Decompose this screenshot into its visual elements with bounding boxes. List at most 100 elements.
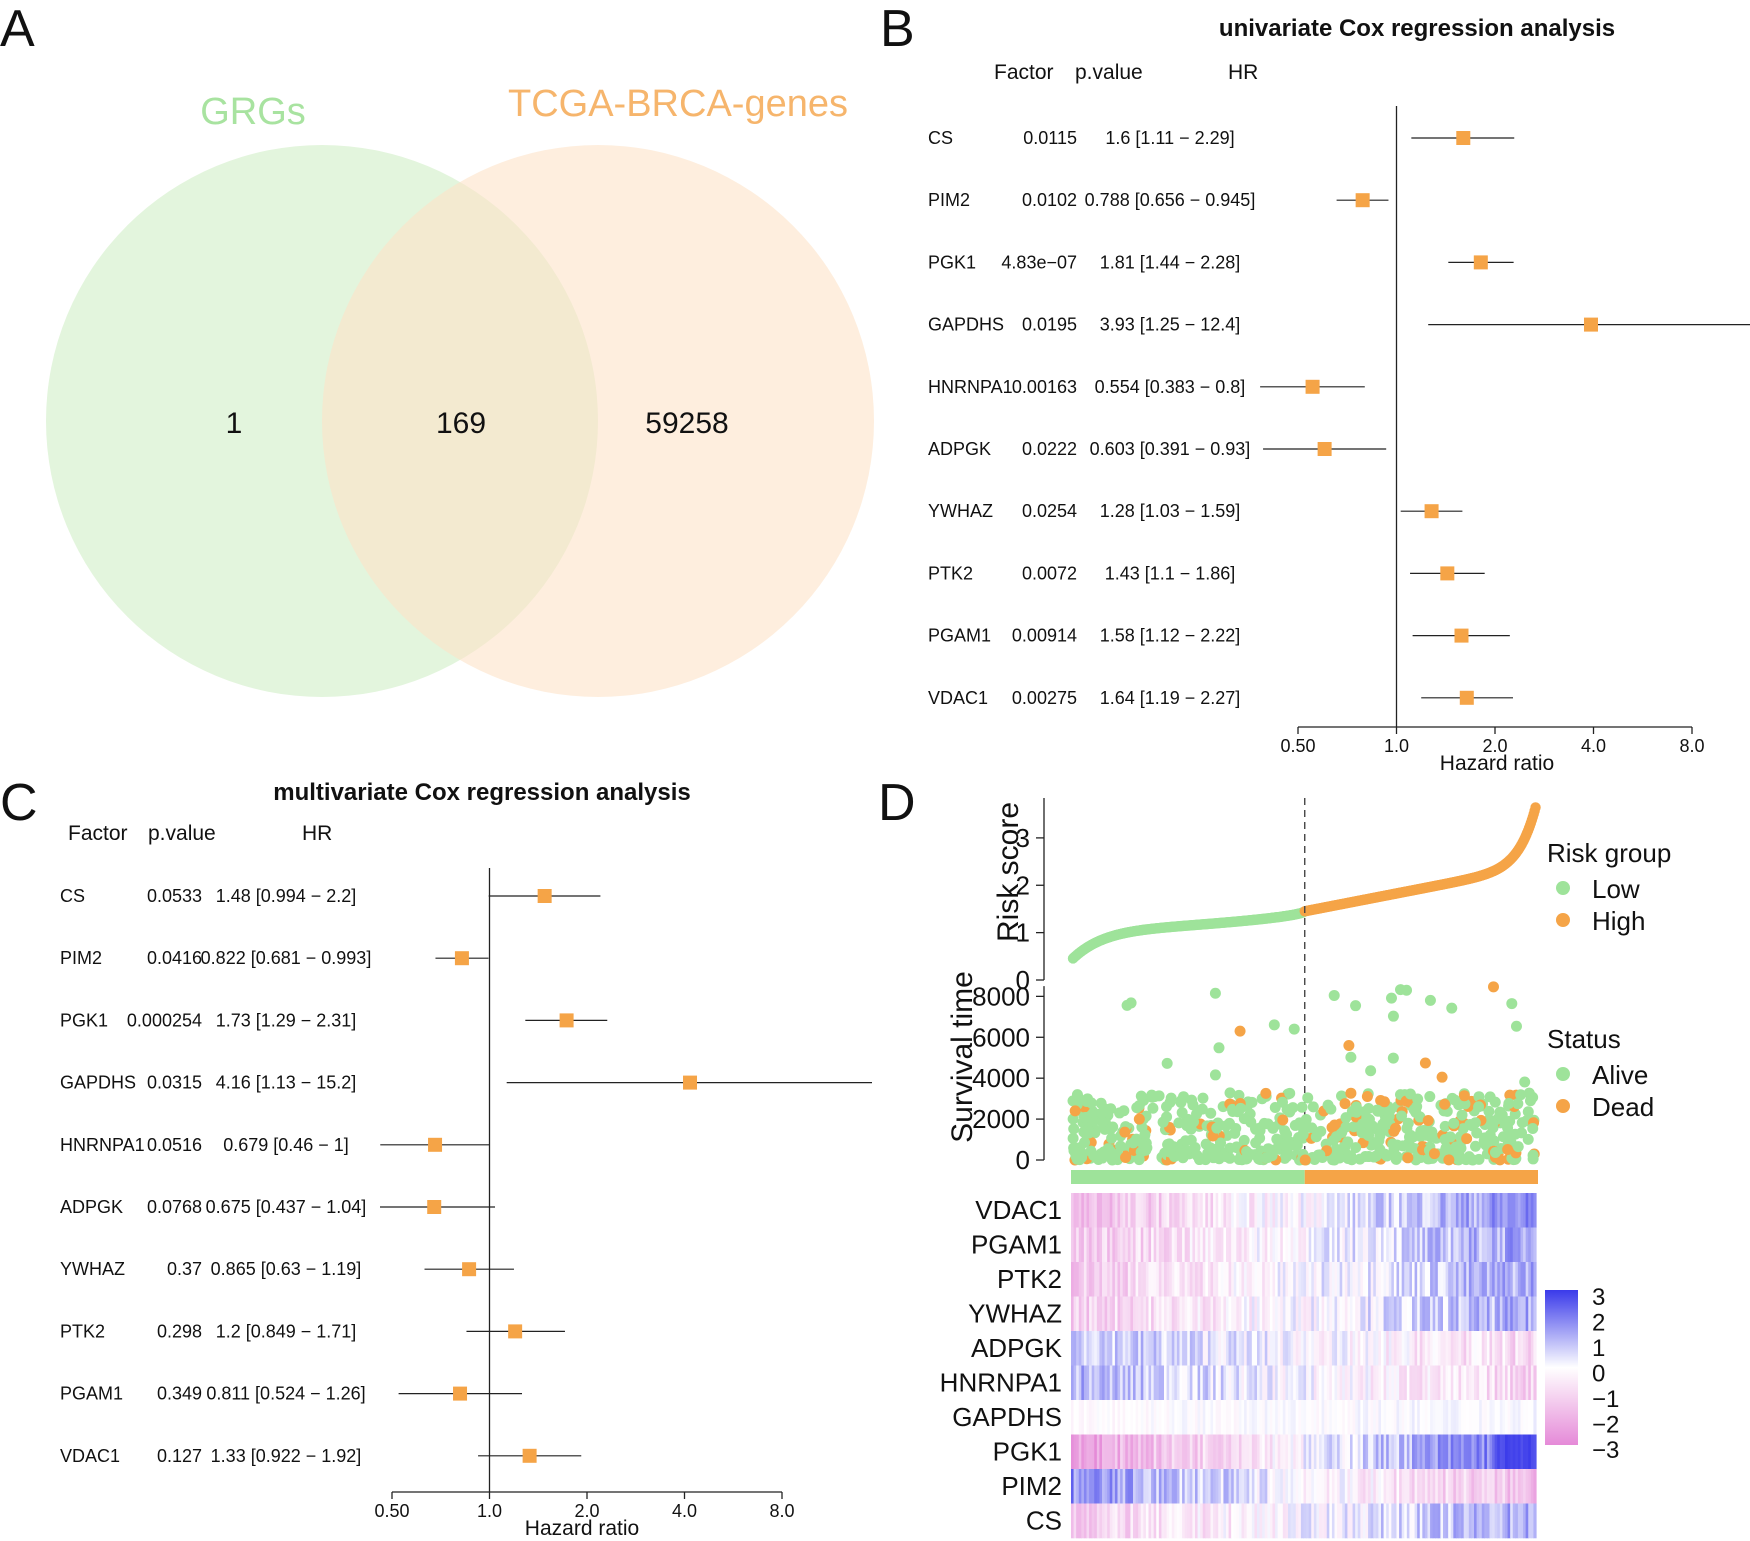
survival-point — [1068, 1123, 1080, 1135]
heatmap-cell — [1510, 1469, 1514, 1504]
group-bar-low — [1071, 1170, 1305, 1184]
forest-multi-header-pvalue: p.value — [148, 822, 216, 845]
heatmap-cell — [1195, 1400, 1199, 1435]
heatmap-cell — [1344, 1296, 1349, 1332]
heatmap-cell — [1117, 1434, 1121, 1470]
heatmap-cell — [1127, 1331, 1132, 1366]
heatmap-cell — [1404, 1193, 1408, 1228]
survival-point — [1356, 1127, 1368, 1139]
heatmap-cell — [1370, 1503, 1374, 1539]
heatmap-cell — [1352, 1434, 1356, 1470]
heatmap-cell — [1414, 1227, 1418, 1263]
heatmap-cell — [1226, 1400, 1230, 1435]
heatmap-cell — [1458, 1227, 1462, 1263]
heatmap-cell — [1169, 1469, 1173, 1504]
heatmap-cell — [1334, 1365, 1338, 1401]
heatmap-cell — [1179, 1227, 1183, 1263]
heatmap-cell — [1533, 1193, 1537, 1228]
heatmap-cell — [1396, 1193, 1400, 1228]
survival-point — [1424, 994, 1436, 1006]
heatmap-cell — [1368, 1469, 1372, 1504]
heatmap-cell — [1238, 1434, 1243, 1470]
heatmap-cell — [1525, 1469, 1529, 1504]
heatmap-cell — [1295, 1400, 1299, 1435]
heatmap-cell — [1370, 1365, 1374, 1401]
heatmap-cell — [1484, 1400, 1488, 1435]
heatmap-cell — [1189, 1227, 1194, 1263]
survival-y-tick-label: 4000 — [972, 1063, 1030, 1093]
heatmap-cell — [1331, 1227, 1336, 1263]
heatmap-cell — [1166, 1227, 1170, 1263]
survival-point — [1161, 1057, 1173, 1069]
heatmap-cell — [1533, 1262, 1537, 1297]
heatmap-cell — [1378, 1469, 1382, 1504]
heatmap-cell — [1453, 1400, 1457, 1435]
heatmap-cell — [1114, 1193, 1119, 1228]
heatmap-cell — [1355, 1400, 1359, 1435]
forest-point-vdac1 — [1459, 690, 1474, 705]
group-bar-high — [1304, 1170, 1538, 1184]
heatmap-cell — [1486, 1296, 1491, 1332]
survival-y-tick-label: 6000 — [972, 1022, 1030, 1052]
heatmap-cell — [1479, 1503, 1483, 1539]
survival-point — [1253, 1153, 1265, 1165]
survival-point — [1191, 1149, 1203, 1161]
survival-point — [1484, 1091, 1496, 1103]
heatmap-cell — [1481, 1365, 1485, 1401]
heatmap-cell — [1311, 1227, 1315, 1263]
heatmap-cell — [1143, 1331, 1147, 1366]
survival-point — [1162, 1138, 1174, 1150]
heatmap-cell — [1226, 1469, 1230, 1504]
heatmap-cell — [1313, 1400, 1318, 1435]
heatmap-cell — [1290, 1503, 1294, 1539]
heatmap-cell — [1164, 1331, 1168, 1366]
heatmap-cell — [1339, 1262, 1343, 1297]
heatmap-cell — [1443, 1262, 1447, 1297]
heatmap-cell — [1342, 1434, 1346, 1470]
survival-point — [1146, 1089, 1158, 1101]
heatmap-cell — [1174, 1331, 1178, 1366]
heatmap-cell — [1458, 1503, 1462, 1539]
heatmap-cell — [1334, 1262, 1338, 1297]
heatmap-cell — [1368, 1503, 1372, 1539]
heatmap-cell — [1091, 1365, 1095, 1401]
heatmap-cell — [1497, 1365, 1501, 1401]
heatmap-cell — [1494, 1400, 1498, 1435]
heatmap-cell — [1352, 1400, 1356, 1435]
heatmap-cell — [1393, 1227, 1398, 1263]
heatmap-cell — [1083, 1400, 1088, 1435]
heatmap-cell — [1329, 1503, 1333, 1539]
heatmap-cell — [1484, 1365, 1488, 1401]
heatmap-cell — [1479, 1434, 1483, 1470]
heatmap-cell — [1321, 1434, 1325, 1470]
heatmap-cell — [1104, 1331, 1108, 1366]
heatmap-cell — [1352, 1262, 1356, 1297]
heatmap-cell — [1249, 1193, 1253, 1228]
heatmap-cell — [1130, 1434, 1134, 1470]
heatmap-cell — [1373, 1365, 1377, 1401]
heatmap-cell — [1280, 1365, 1284, 1401]
heatmap-cell — [1231, 1400, 1235, 1435]
heatmap-cell — [1073, 1227, 1077, 1263]
heatmap-cell — [1303, 1296, 1307, 1332]
heatmap-cell — [1164, 1365, 1168, 1401]
heatmap-cell — [1525, 1331, 1529, 1366]
heatmap-cell — [1151, 1331, 1155, 1366]
heatmap-cell — [1432, 1262, 1436, 1297]
survival-point — [1378, 1096, 1390, 1108]
heatmap-cell — [1295, 1227, 1299, 1263]
heatmap-cell — [1174, 1365, 1178, 1401]
heatmap-cell — [1122, 1193, 1126, 1228]
heatmap-cell — [1306, 1331, 1310, 1366]
heatmap-cell — [1383, 1434, 1387, 1470]
heatmap-cell — [1184, 1262, 1188, 1297]
heatmap-cell — [1125, 1227, 1129, 1263]
heatmap-cell — [1117, 1503, 1121, 1539]
heatmap-cell — [1202, 1262, 1206, 1297]
heatmap-cell — [1262, 1193, 1266, 1228]
heatmap-cell — [1530, 1434, 1535, 1470]
heatmap-cell — [1505, 1331, 1509, 1366]
heatmap-cell — [1515, 1365, 1519, 1401]
heatmap-cell — [1445, 1434, 1449, 1470]
